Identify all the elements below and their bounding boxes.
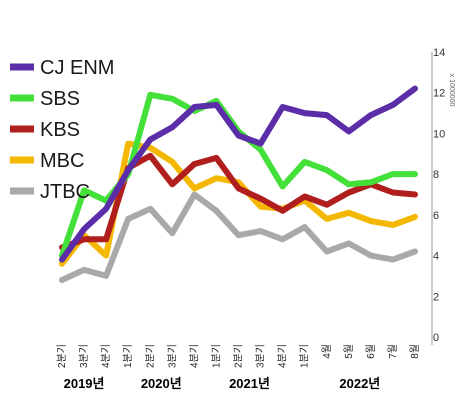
x-year-label: 2020년: [141, 376, 182, 391]
y-tick-label: 8: [433, 169, 439, 181]
y-tick-label: 10: [433, 128, 445, 140]
x-tick-label: 4분기: [100, 344, 112, 368]
x-tick-label: 7월: [387, 344, 399, 359]
y-tick-label: 0: [433, 332, 439, 344]
legend-label: CJ ENM: [40, 57, 114, 79]
series-line-kbs: [59, 152, 418, 251]
x-tick-label: 4분기: [188, 344, 200, 368]
legend-label: MBC: [40, 150, 84, 172]
unit-label: x 1000000: [448, 74, 455, 107]
x-tick-label: 4월: [321, 344, 333, 359]
x-tick-label: 2분기: [233, 344, 245, 368]
y-tick-label: 12: [433, 88, 445, 100]
x-tick-label: 1분기: [210, 344, 222, 368]
x-tick-label: 1분기: [122, 344, 134, 368]
legend-label: SBS: [40, 88, 80, 110]
y-axis: 0 2 4 6 8 10 12 14: [431, 47, 445, 345]
y-tick-label: 2: [433, 291, 439, 303]
x-tick-label: 3분기: [78, 344, 90, 368]
x-tick-label: 3분기: [166, 344, 178, 368]
x-tick-label: 8월: [409, 344, 421, 359]
x-tick-label: 5월: [343, 344, 355, 359]
x-axis: 2분기 3분기 4분기 1분기 2분기 3분기 4분기 1분기 2분기 3분기 4분기 1분기 4월 5월…: [56, 344, 421, 391]
x-tick-label: 2분기: [56, 344, 68, 368]
x-tick-label: 3분기: [255, 344, 267, 368]
y-tick-label: 4: [433, 251, 439, 263]
x-tick-label: 6월: [365, 344, 377, 359]
x-year-label: 2022년: [339, 376, 380, 391]
x-tick-label: 2분기: [144, 344, 156, 368]
series-line-jtbc: [59, 191, 418, 283]
x-tick-label: 4분기: [277, 344, 289, 368]
x-year-label: 2021년: [229, 376, 270, 391]
legend: CJ ENM SBS KBS MBC JTBC: [10, 57, 114, 203]
x-year-label: 2019년: [64, 376, 105, 391]
legend-label: JTBC: [40, 181, 90, 203]
series-line-cj-enm: [59, 85, 418, 263]
series-lines: [59, 85, 418, 283]
y-tick-label: 14: [433, 47, 445, 59]
y-tick-label: 6: [433, 210, 439, 222]
legend-label: KBS: [40, 119, 80, 141]
x-tick-label: 1분기: [299, 344, 311, 368]
